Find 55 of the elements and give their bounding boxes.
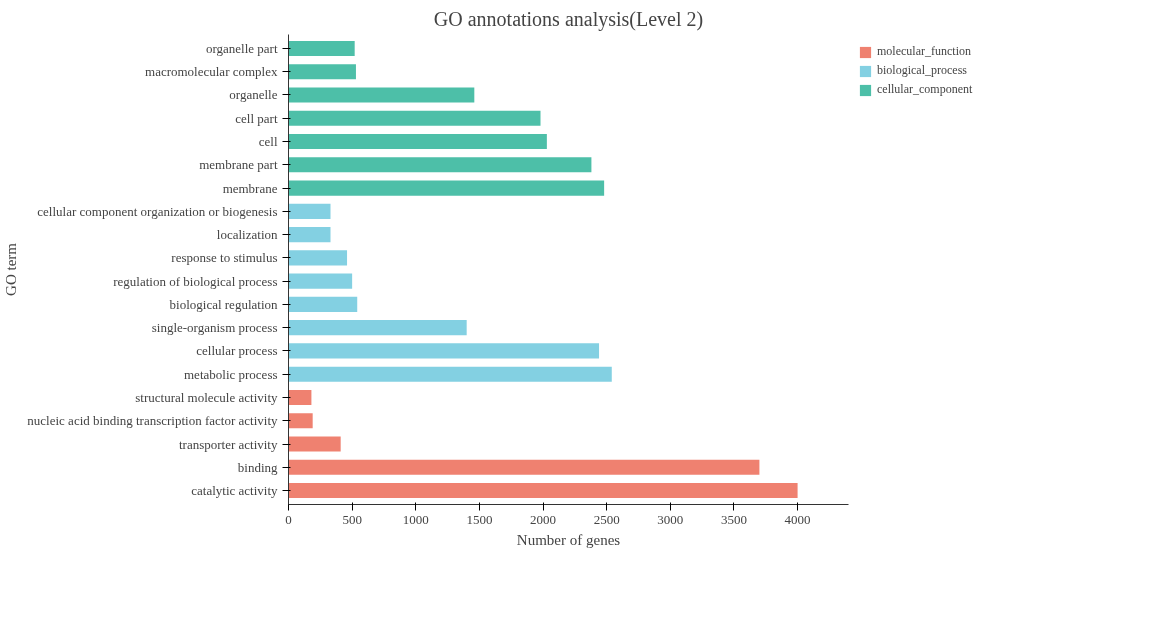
legend-label: biological_process — [877, 63, 967, 78]
bar — [288, 133, 547, 150]
bar — [288, 40, 355, 57]
y-tick-label: biological regulation — [169, 296, 278, 312]
x-tick-label: 2500 — [593, 511, 620, 527]
bar — [288, 180, 605, 196]
y-tick-label: localization — [216, 227, 278, 243]
x-tick-label: 1500 — [466, 511, 493, 527]
bar — [288, 482, 798, 499]
bar — [288, 203, 331, 219]
y-axis-title: GO term — [3, 242, 20, 296]
y-tick-label: organelle — [229, 87, 278, 103]
bar — [288, 459, 760, 475]
legend-label: cellular_component — [877, 82, 973, 97]
x-tick-label: 3500 — [720, 511, 747, 527]
y-tick-label: cellular process — [196, 343, 278, 359]
y-tick-label: cell part — [235, 110, 278, 126]
y-tick-label: membrane part — [199, 157, 278, 173]
bar — [288, 64, 356, 80]
bar — [288, 389, 312, 406]
bar — [288, 366, 612, 382]
bar — [288, 343, 600, 359]
y-tick-label: metabolic process — [184, 366, 278, 382]
bar — [288, 87, 475, 103]
bar — [288, 413, 313, 429]
y-tick-label: structural molecule activity — [135, 389, 278, 405]
x-tick-label: 4000 — [784, 511, 811, 527]
y-tick-label: binding — [237, 459, 278, 475]
y-tick-label: cell — [258, 134, 278, 150]
bar — [288, 110, 541, 126]
x-tick-label: 3000 — [657, 511, 684, 527]
legend-label: molecular_function — [877, 44, 971, 59]
y-tick-label: regulation of biological process — [113, 273, 278, 289]
bar — [288, 296, 358, 312]
y-tick-label: organelle part — [205, 40, 278, 56]
x-axis-title: Number of genes — [516, 531, 621, 548]
y-tick-label: single-organism process — [151, 320, 278, 336]
x-tick-label: 0 — [285, 511, 292, 527]
bar — [288, 436, 341, 452]
y-tick-label: response to stimulus — [171, 250, 278, 266]
y-tick-label: macromolecular complex — [145, 64, 278, 80]
x-tick-label: 1000 — [402, 511, 429, 527]
chart-title: GO annotations analysis(Level 2) — [433, 7, 704, 31]
bar — [288, 320, 467, 336]
bar — [288, 227, 331, 243]
x-tick-label: 2000 — [530, 511, 557, 527]
x-tick-label: 500 — [342, 511, 362, 527]
bar — [288, 273, 353, 289]
y-tick-label: catalytic activity — [191, 483, 278, 499]
bar — [288, 157, 592, 173]
y-tick-label: transporter activity — [178, 436, 278, 452]
bar — [288, 250, 348, 266]
y-tick-label: nucleic acid binding transcription factor activity — [27, 413, 278, 429]
y-tick-label: cellular component organization or biogenesis — [37, 203, 278, 219]
y-tick-label: membrane — [222, 180, 278, 196]
